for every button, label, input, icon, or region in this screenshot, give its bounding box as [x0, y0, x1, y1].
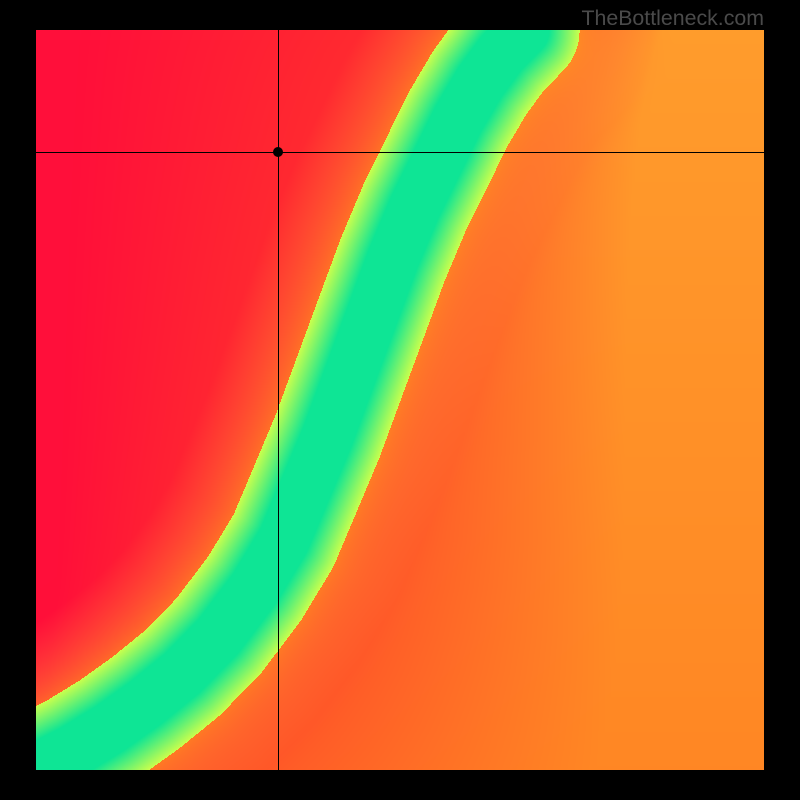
watermark-text: TheBottleneck.com [581, 6, 764, 31]
crosshair-vertical-line [278, 30, 279, 770]
bottleneck-heatmap [36, 30, 764, 770]
crosshair-horizontal-line [36, 152, 764, 153]
